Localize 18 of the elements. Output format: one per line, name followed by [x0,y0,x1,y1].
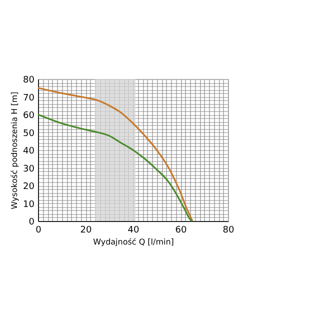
y-tick-label: 0 [28,218,35,228]
x-tick-label: 0 [36,226,42,236]
x-tick-label: 20 [80,226,92,236]
x-tick-label: 60 [175,226,187,236]
x-tick-label: 40 [128,226,140,236]
y-tick-label: 80 [23,76,35,86]
y-tick-label: 60 [23,111,35,121]
y-tick-label: 20 [23,182,35,192]
y-axis-title: Wysokość podnoszenia H [m] [10,92,20,210]
y-tick-label: 50 [23,128,35,139]
line-series [37,87,194,222]
y-tick-label: 10 [23,200,35,210]
y-tick-label: 30 [23,164,35,174]
line-series [37,114,194,222]
x-axis-title: Wydajność Q [l/min] [93,238,174,246]
y-tick-label: 40 [23,146,35,156]
x-tick-label: 80 [222,226,234,236]
y-tick-label: 70 [23,93,35,104]
